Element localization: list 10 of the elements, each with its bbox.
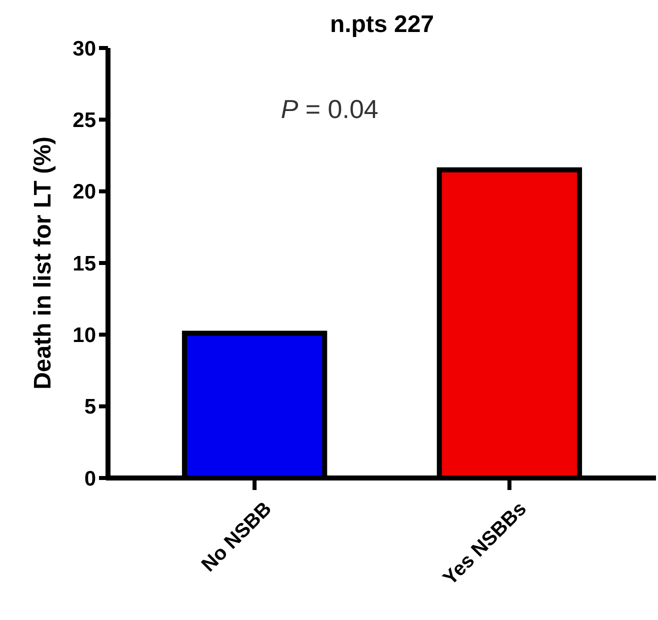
y-tick-label: 5 [84,396,96,419]
y-tick-label: 0 [84,467,96,490]
y-tick-label: 25 [72,109,96,132]
y-tick-label: 30 [72,37,96,60]
annotation: P = 0.04 [280,94,378,124]
y-tick-label: 10 [72,324,96,348]
y-axis-title: Death in list for LT (%) [29,136,56,390]
y-tick-label: 20 [72,180,96,204]
chart-title: n.pts 227 [330,11,434,38]
y-tick-label: 15 [72,252,96,276]
